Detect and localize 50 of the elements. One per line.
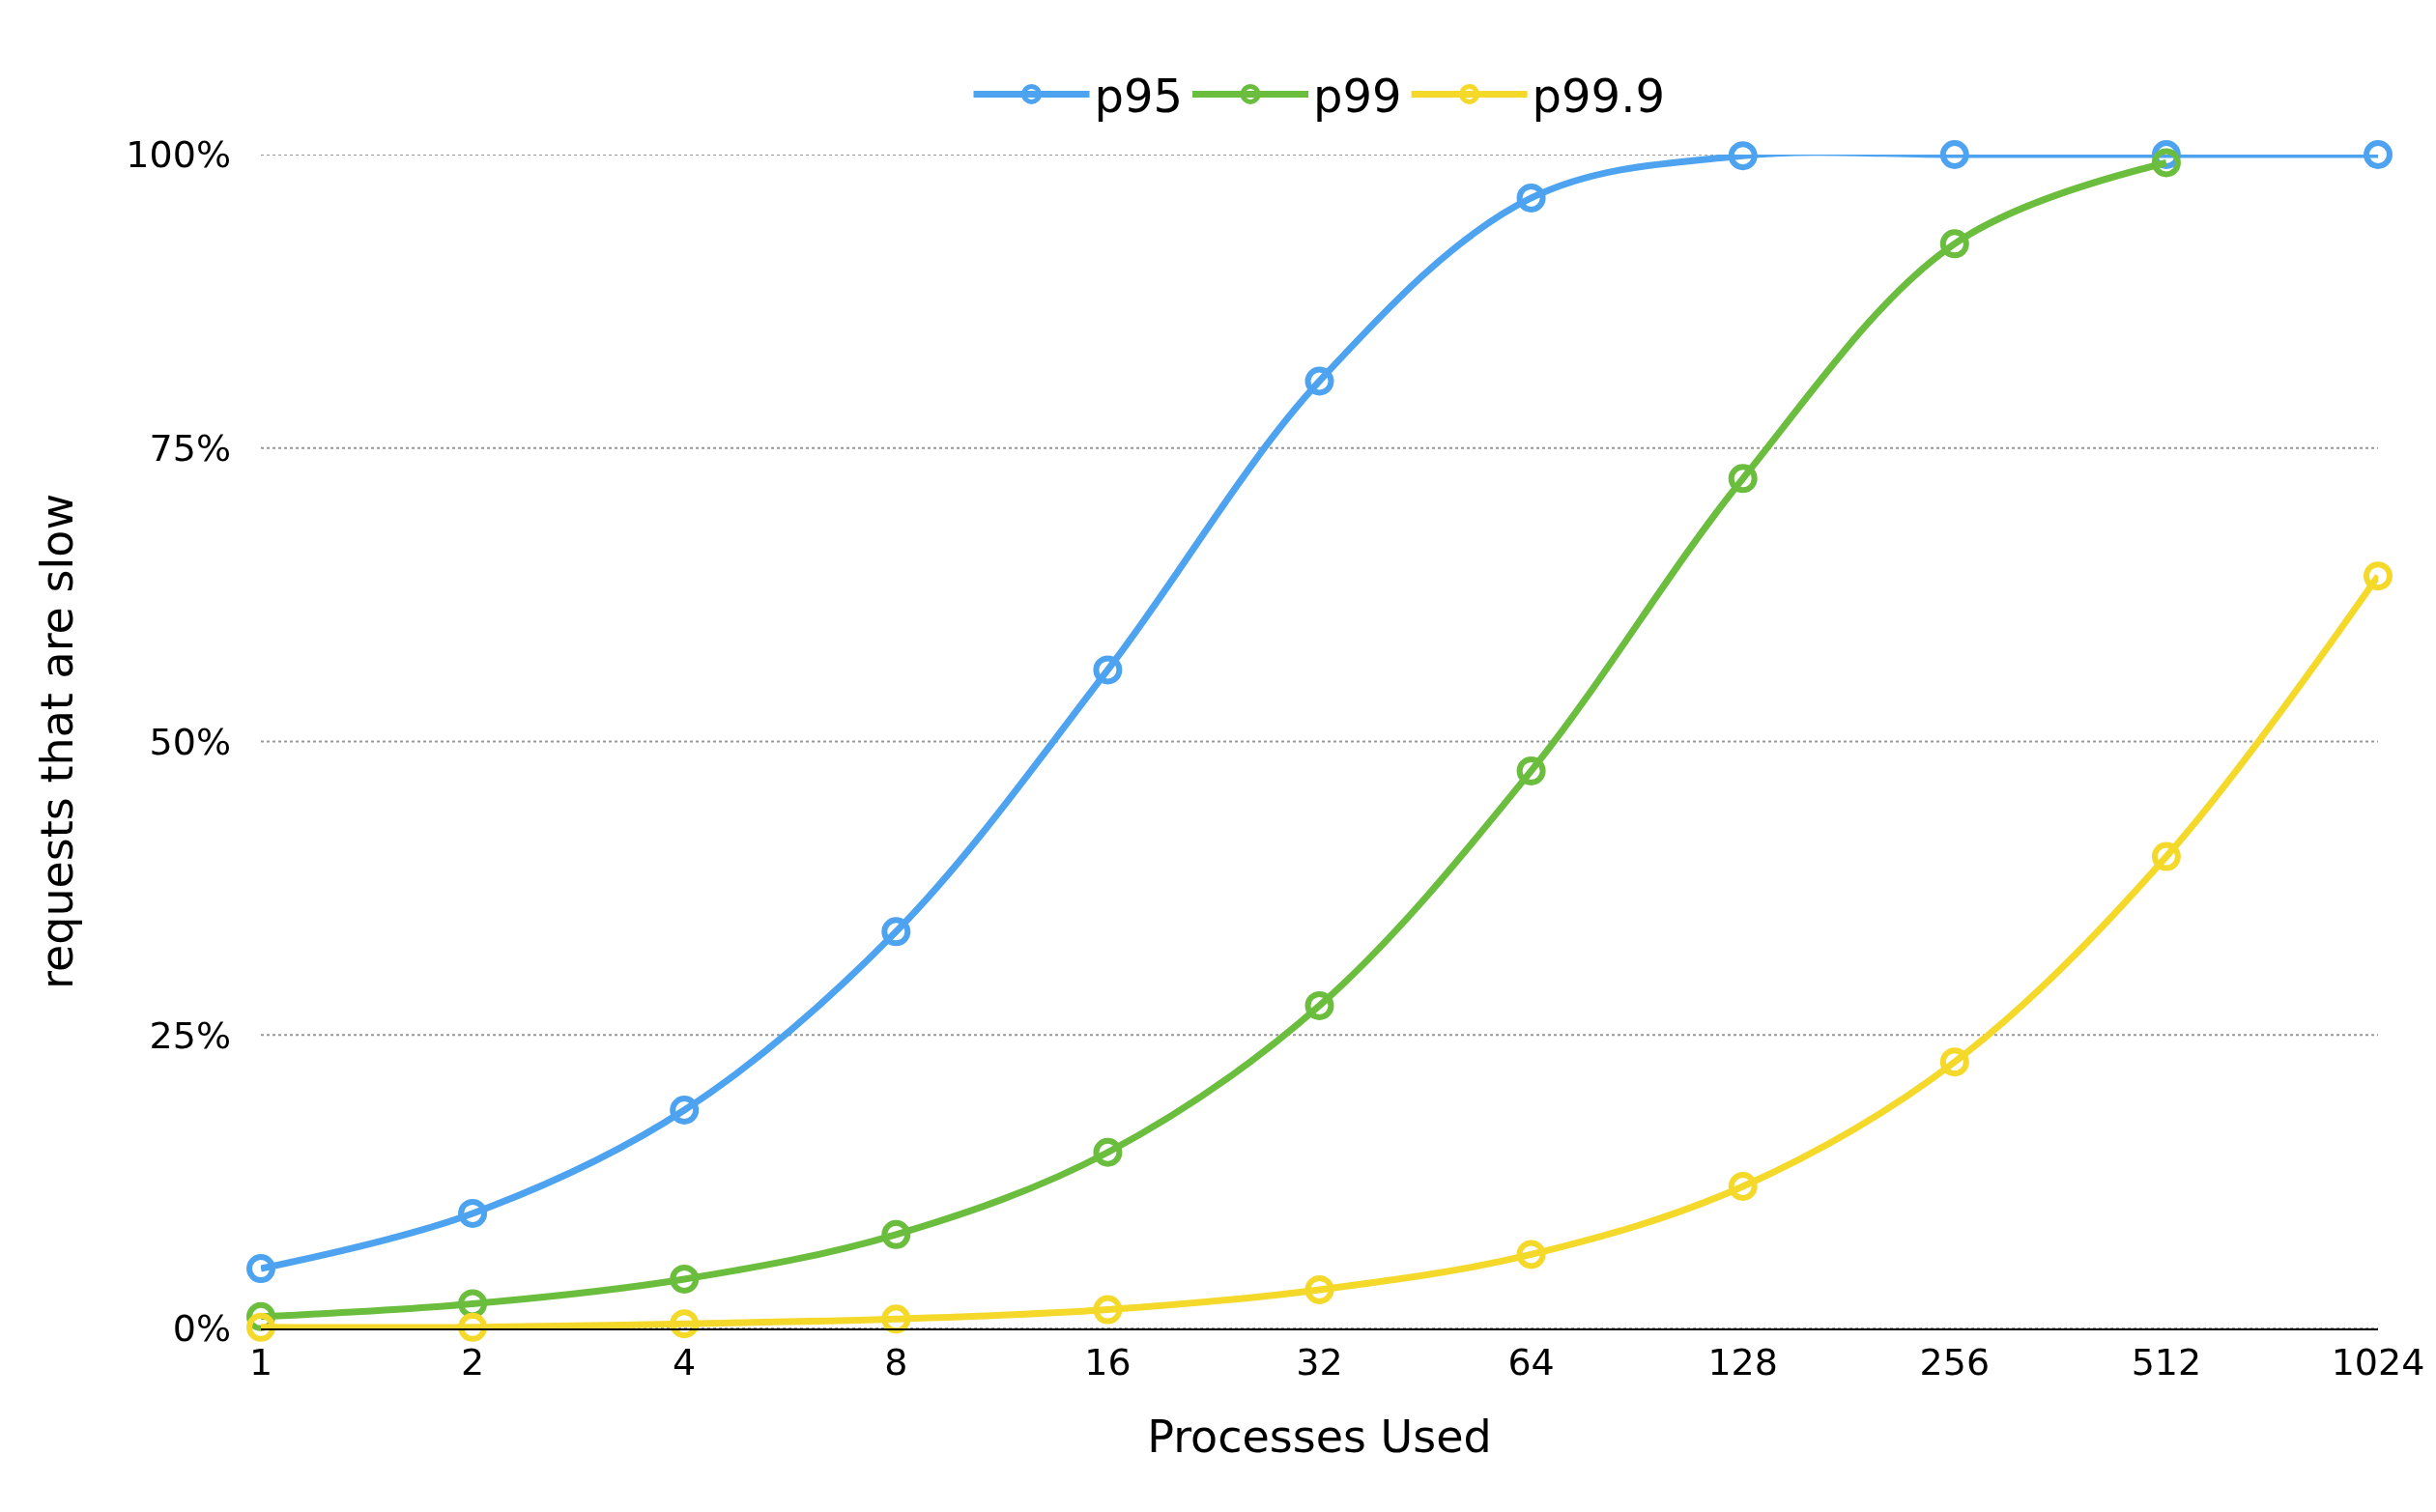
x-tick-label: 8 — [884, 1340, 908, 1384]
x-tick-label: 128 — [1707, 1340, 1778, 1384]
point — [2364, 561, 2393, 591]
y-tick-label: 75% — [149, 427, 231, 471]
point — [1939, 140, 1969, 169]
point — [1728, 1171, 1758, 1201]
point — [1939, 229, 1969, 259]
legend-label: p99 — [1313, 69, 1402, 124]
x-tick-label: 512 — [2131, 1340, 2202, 1384]
y-tick-label: 25% — [149, 1013, 231, 1057]
x-tick-label: 32 — [1296, 1340, 1343, 1384]
point — [2151, 148, 2181, 178]
point — [2151, 842, 2181, 871]
point — [246, 1254, 275, 1284]
point — [881, 917, 911, 947]
x-tick-label: 1024 — [2331, 1340, 2425, 1384]
y-axis-title: requests that are slow — [30, 493, 83, 990]
point — [670, 1096, 700, 1125]
x-tick-label: 64 — [1507, 1340, 1555, 1384]
x-tick-label: 4 — [673, 1340, 697, 1384]
point — [1516, 756, 1546, 785]
legend-label: p95 — [1094, 69, 1184, 124]
point — [1516, 1240, 1546, 1270]
y-tick-label: 50% — [149, 720, 231, 763]
point — [670, 1264, 700, 1294]
point — [1728, 464, 1758, 494]
y-tick-label: 100% — [126, 133, 231, 177]
point — [2364, 140, 2393, 169]
x-tick-label: 2 — [461, 1340, 485, 1384]
x-tick-label: 16 — [1084, 1340, 1132, 1384]
point — [1093, 655, 1123, 685]
point — [1093, 1137, 1123, 1167]
point — [1516, 183, 1546, 213]
point — [670, 1309, 700, 1339]
point — [458, 1312, 488, 1342]
x-tick-label: 1 — [248, 1340, 273, 1384]
x-tick-label: 256 — [1919, 1340, 1991, 1384]
point — [1939, 1047, 1969, 1077]
x-axis-title: Processes Used — [1147, 1410, 1492, 1463]
legend-label: p99.9 — [1532, 69, 1665, 124]
point — [1304, 366, 1334, 396]
point — [246, 1312, 275, 1342]
point — [1093, 1295, 1123, 1325]
point — [1304, 1274, 1334, 1304]
point — [1728, 141, 1758, 171]
y-tick-label: 0% — [172, 1307, 231, 1351]
point — [1304, 990, 1334, 1020]
point — [881, 1219, 911, 1249]
point — [881, 1304, 911, 1334]
point — [458, 1198, 488, 1228]
